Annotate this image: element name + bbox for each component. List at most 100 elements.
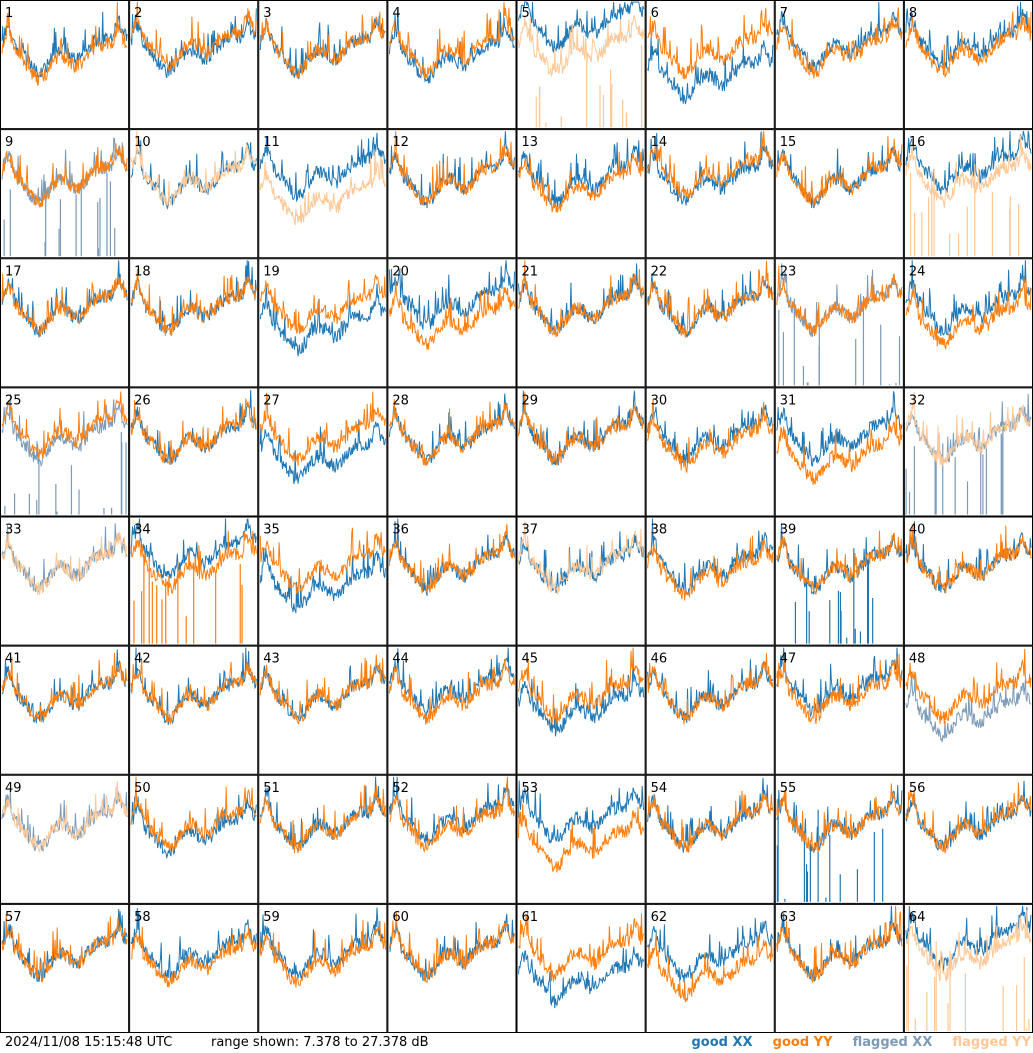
series-xx: [1, 787, 128, 852]
series-yy: [647, 7, 774, 80]
panel-6: 6: [645, 0, 775, 130]
series-yy: [776, 7, 903, 79]
series-yy: [259, 391, 386, 466]
series-xx: [388, 776, 515, 846]
series-xx: [1, 649, 128, 724]
panel-36: 36: [387, 516, 517, 646]
panel-frame: [645, 903, 775, 1033]
panel-frame: [387, 129, 517, 259]
panel-number: 40: [909, 523, 926, 538]
panel-38: 38: [645, 516, 775, 646]
panel-27: 27: [258, 387, 388, 517]
series-yy: [776, 136, 903, 207]
panel-55: 55: [774, 774, 904, 904]
panel-frame: [129, 774, 259, 904]
panel-frame: [387, 387, 517, 517]
panel-35: 35: [258, 516, 388, 646]
panel-frame: [387, 774, 517, 904]
panel-frame: [774, 516, 904, 646]
panel-1: 1: [0, 0, 130, 130]
panel-number: 20: [392, 264, 409, 279]
panel-number: 25: [5, 393, 22, 408]
series-yy: [130, 398, 257, 466]
series-yy: [1, 1, 128, 86]
panel-20: 20: [387, 258, 517, 388]
panel-54: 54: [645, 774, 775, 904]
panel-frame: [258, 129, 388, 259]
panel-frame: [258, 387, 388, 517]
range-label: range shown: 7.378 to 27.378 dB: [211, 1035, 429, 1050]
panel-47: 47: [774, 645, 904, 775]
panel-8: 8: [903, 0, 1033, 130]
series-xx: [388, 8, 515, 84]
panel-number: 46: [651, 652, 668, 667]
series-xx: [259, 283, 386, 357]
series-yy: [647, 934, 774, 1003]
series-xx: [259, 132, 386, 203]
series-yy: [1, 273, 128, 336]
panel-29: 29: [516, 387, 646, 517]
panel-frame: [645, 516, 775, 646]
series-yy: [776, 783, 903, 853]
panel-frame: [129, 387, 259, 517]
panel-number: 64: [909, 910, 926, 925]
panel-number: 31: [780, 393, 797, 408]
panel-frame: [129, 516, 259, 646]
series-yy: [259, 654, 386, 725]
series-yy: [518, 647, 645, 725]
series-yy: [130, 926, 257, 988]
panel-41: 41: [0, 645, 130, 775]
legend: good XX good YY flagged XX flagged YY: [675, 1033, 1031, 1053]
panel-24: 24: [903, 258, 1033, 388]
series-yy: [388, 131, 515, 206]
panel-number: 62: [651, 910, 668, 925]
panel-14: 14: [645, 129, 775, 259]
panel-frame: [129, 258, 259, 388]
series-xx: [518, 780, 645, 844]
series-xx: [647, 918, 774, 983]
panel-frame: [0, 645, 130, 775]
panel-number: 57: [5, 910, 22, 925]
panel-32: 32: [903, 387, 1033, 517]
panel-number: 58: [134, 910, 151, 925]
panel-frame: [129, 903, 259, 1033]
panel-number: 35: [263, 523, 280, 538]
panel-frame: [387, 516, 517, 646]
panel-frame: [774, 387, 904, 517]
panel-45: 45: [516, 645, 646, 775]
series-xx: [518, 0, 645, 53]
panel-frame: [387, 645, 517, 775]
series-yy: [905, 277, 1032, 351]
series-yy: [518, 521, 645, 595]
series-yy: [647, 535, 774, 601]
panel-5: 5: [516, 0, 646, 130]
panel-number: 56: [909, 781, 926, 796]
panel-28: 28: [387, 387, 517, 517]
panel-frame: [387, 258, 517, 388]
panel-number: 30: [651, 393, 668, 408]
panel-52: 52: [387, 774, 517, 904]
series-yy: [388, 1, 515, 79]
panel-number: 44: [392, 652, 409, 667]
panel-number: 10: [134, 135, 151, 150]
series-xx: [518, 946, 645, 1009]
series-yy: [776, 530, 903, 595]
panel-number: 39: [780, 523, 797, 538]
panel-frame: [645, 258, 775, 388]
series-xx: [259, 544, 386, 614]
panel-number: 28: [392, 393, 409, 408]
series-yy: [130, 131, 257, 206]
panel-12: 12: [387, 129, 517, 259]
panel-frame: [516, 129, 646, 259]
series-xx: [259, 664, 386, 722]
panel-number: 11: [263, 135, 280, 150]
panel-frame: [516, 774, 646, 904]
panel-2: 2: [129, 0, 259, 130]
panel-22: 22: [645, 258, 775, 388]
panel-16: 16: [903, 129, 1033, 259]
series-yy: [388, 912, 515, 984]
panel-frame: [516, 387, 646, 517]
series-yy: [130, 1, 257, 73]
series-yy: [905, 11, 1032, 78]
